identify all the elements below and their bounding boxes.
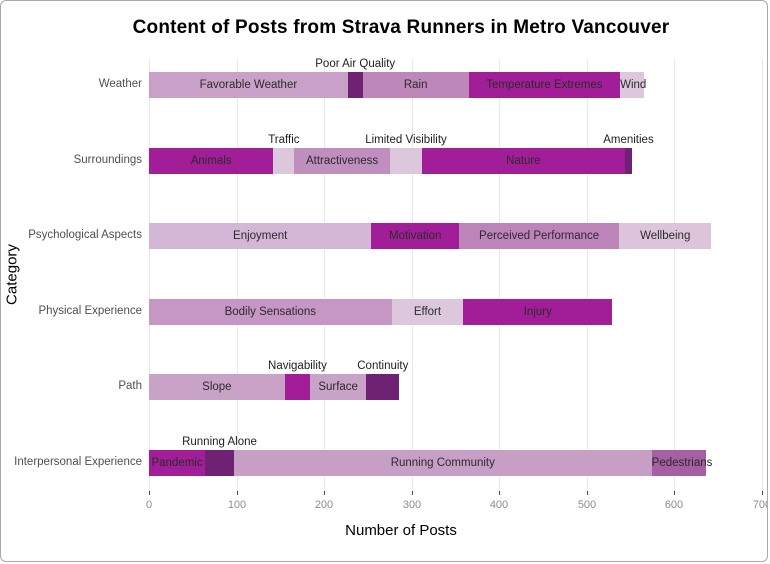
- bar-segment: [149, 450, 206, 476]
- gridline: [674, 59, 675, 491]
- x-axis-tick-label: 500: [577, 499, 597, 511]
- x-axis-tick: [499, 491, 500, 495]
- segment-label: Continuity: [357, 360, 409, 373]
- category-label: Weather: [98, 78, 142, 90]
- x-axis-tick: [324, 491, 325, 495]
- x-axis-tick: [149, 491, 150, 495]
- segment-label: Running Alone: [182, 436, 257, 448]
- bar-row: Enjoyment Motivation Perceived Performance…: [149, 223, 762, 250]
- bar-segment: [149, 374, 285, 401]
- gridline: [587, 59, 588, 491]
- x-axis-tick: [674, 491, 675, 495]
- bar-segment: [651, 450, 706, 476]
- category-label: Psychological Aspects: [28, 229, 142, 242]
- bar-segment: [371, 223, 459, 250]
- bar-segment: [468, 72, 621, 98]
- bar-segment: [149, 298, 392, 325]
- segment-label: Poor Air Quality: [315, 58, 396, 70]
- bar-row: Favorable Weather Poor Air Quality Rain Tem…: [149, 58, 762, 98]
- x-axis-tick-label: 0: [145, 499, 153, 511]
- category-label: Path: [118, 380, 142, 393]
- gridline: [324, 59, 325, 491]
- x-axis-tick-label: 700: [752, 499, 767, 511]
- bar-segment: [362, 72, 469, 98]
- category-label: Physical Experience: [38, 304, 142, 317]
- gridline: [762, 59, 763, 491]
- category-label: Interpersonal Experience: [14, 456, 142, 468]
- bar-row: Animals Traffic Attractiveness Limited Visi…: [149, 134, 762, 174]
- gridline: [237, 59, 238, 491]
- bar-segment: [149, 72, 348, 98]
- bar-segment: [284, 374, 311, 401]
- bar-segment: [391, 298, 464, 325]
- segment-label: Navigability: [268, 360, 327, 373]
- x-axis-tick: [762, 491, 763, 495]
- gridline: [149, 59, 150, 491]
- bar-segment: [310, 374, 367, 401]
- x-axis-tick: [237, 491, 238, 495]
- x-axis-tick-label: 100: [227, 499, 247, 511]
- x-axis-tick: [412, 491, 413, 495]
- x-axis-tick: [587, 491, 588, 495]
- category-label: Surroundings: [73, 153, 142, 166]
- bar-segment: [149, 147, 274, 174]
- x-axis-tick-label: 600: [664, 499, 684, 511]
- bar-segment: [463, 298, 613, 325]
- bar-segment: [422, 147, 625, 174]
- bar-row: Bodily Sensations Effort Injury: [149, 298, 762, 325]
- bar-segment: [294, 147, 390, 174]
- x-axis-tick-label: 300: [402, 499, 422, 511]
- bar-segment: [233, 450, 652, 476]
- bar-segment: [389, 147, 423, 174]
- gridline: [499, 59, 500, 491]
- bar-segment: [624, 147, 633, 174]
- gridline: [412, 59, 413, 491]
- x-axis-tick-label: 200: [314, 499, 334, 511]
- segment-label: Limited Visibility: [365, 133, 447, 146]
- bar-segment: [620, 72, 644, 98]
- segment-label: Amenities: [603, 133, 654, 146]
- bar-segment: [149, 223, 372, 250]
- bar-segment: [205, 450, 234, 476]
- segment-label: Traffic: [268, 133, 300, 146]
- bar-row: Pandemic Running Alone Running Community Pe…: [149, 436, 762, 476]
- bar-segment: [366, 374, 400, 401]
- chart-title: Content of Posts from Strava Runners in …: [132, 17, 670, 38]
- plot-panel: 0 100 200 300 400 500 600 700 Favorable WeatherP…: [146, 58, 767, 511]
- x-axis-title: Number of Posts: [345, 522, 457, 539]
- bar-segment: [273, 147, 295, 174]
- x-axis-tick-label: 400: [489, 499, 509, 511]
- bar-row: Slope Navigability Surface Continuity: [149, 360, 762, 401]
- bar-segment: [347, 72, 363, 98]
- bar-segment: [459, 223, 620, 250]
- bar-segment: [619, 223, 712, 250]
